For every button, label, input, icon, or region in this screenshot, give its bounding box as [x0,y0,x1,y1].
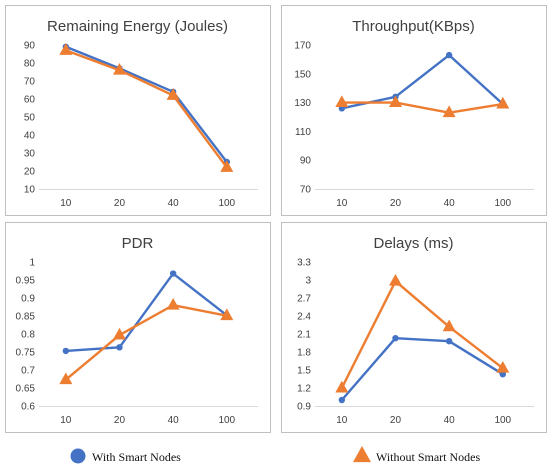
y-tick-label: 0.65 [16,384,36,395]
y-tick-label: 2.7 [297,294,311,305]
data-point-without-smart-nodes [388,95,402,108]
data-point-without-smart-nodes [442,105,456,118]
y-tick-label: 10 [24,185,36,196]
chart-panel-3: PDR 0.6 0.65 0.7 0.75 0.8 0.85 0.9 0.95 1 10 20 40 10… [5,222,271,433]
x-tick-label: 10 [60,415,72,426]
x-tick-label: 10 [60,198,72,209]
y-tick-label: 1.5 [297,366,311,377]
data-point-with-smart-nodes [445,51,453,59]
data-point-with-smart-nodes [62,347,70,355]
y-tick-label: 0.7 [21,366,35,377]
panel-border [5,222,271,433]
data-point-without-smart-nodes [59,372,73,385]
y-tick-label: 70 [300,185,312,196]
data-point-without-smart-nodes [220,160,234,172]
data-point-with-smart-nodes [116,344,123,351]
data-point-with-smart-nodes [338,396,346,404]
data-point-without-smart-nodes [112,62,126,75]
y-tick-label: 1 [29,258,35,269]
chart-panel-2: Throughput(KBps) 70 90 110 130 150 170 10 20 40 10… [281,5,547,216]
y-tick-label: 2.4 [297,312,311,323]
data-point-without-smart-nodes [220,308,234,321]
series-line-without-smart-nodes [64,304,228,381]
y-tick-label: 1.8 [297,348,311,359]
x-tick-label: 20 [390,198,402,209]
series-line-without-smart-nodes [340,101,504,114]
chart-title: PDR [122,235,154,252]
series-line-with-smart-nodes [64,272,228,353]
y-tick-label: 170 [294,41,311,52]
y-tick-label: 0.9 [21,294,35,305]
y-tick-label: 50 [24,113,36,124]
legend-label: With Smart Nodes [92,450,181,464]
series-line-with-smart-nodes [64,45,228,164]
y-tick-label: 70 [24,77,36,88]
legend-label: Without Smart Nodes [376,450,481,464]
x-tick-label: 40 [168,415,180,426]
x-tick-label: 20 [390,415,402,426]
chart-panel-1: Remaining Energy (Joules) 10 20 30 40 50 60 70 8… [5,5,271,216]
data-point-without-smart-nodes [112,327,126,340]
y-tick-label: 3.3 [297,258,311,269]
y-tick-label: 30 [24,149,36,160]
y-tick-label: 0.85 [16,312,36,323]
y-tick-label: 20 [24,167,36,178]
legend: With Smart Nodes Without Smart Nodes [70,445,481,464]
y-tick-label: 0.9 [297,402,311,413]
panel-border [281,222,547,433]
x-tick-label: 100 [494,198,511,209]
panel-border [5,5,271,216]
x-tick-label: 10 [336,415,348,426]
legend-circle-icon [70,448,86,464]
data-point-without-smart-nodes [496,96,510,109]
chart-title: Delays (ms) [373,235,453,252]
x-tick-label: 40 [168,198,180,209]
y-tick-label: 150 [294,69,311,80]
data-point-without-smart-nodes [496,360,510,373]
x-tick-label: 20 [114,198,126,209]
x-tick-label: 100 [218,415,235,426]
y-tick-label: 80 [24,59,36,70]
series-line-without-smart-nodes [64,49,228,169]
legend-triangle-icon [353,445,371,463]
chart-panel-4: Delays (ms) 0.9 1.2 1.5 1.8 2.1 2.4 2.7 3 3.3 10 20… [281,222,547,433]
data-point-without-smart-nodes [166,88,180,100]
data-point-with-smart-nodes [445,338,453,345]
data-point-with-smart-nodes [392,335,399,342]
y-tick-label: 1.2 [297,384,311,395]
y-tick-label: 0.75 [16,348,36,359]
series-line-with-smart-nodes [340,337,504,402]
data-point-without-smart-nodes [335,95,349,108]
y-tick-label: 60 [24,95,36,106]
y-tick-label: 3 [305,276,311,287]
y-tick-label: 0.95 [16,276,36,287]
x-tick-label: 40 [444,198,456,209]
data-point-without-smart-nodes [59,43,73,55]
x-tick-label: 100 [218,198,235,209]
y-tick-label: 110 [295,127,311,138]
y-tick-label: 0.6 [21,402,35,413]
y-tick-label: 2.1 [297,330,311,341]
x-tick-label: 100 [494,415,511,426]
data-point-without-smart-nodes [335,380,349,393]
chart-title: Throughput(KBps) [352,18,475,35]
y-tick-label: 90 [300,156,312,167]
data-point-without-smart-nodes [388,273,402,286]
data-point-without-smart-nodes [166,297,180,310]
panel-border [281,5,547,216]
x-tick-label: 40 [444,415,456,426]
y-tick-label: 130 [294,98,311,109]
data-point-without-smart-nodes [442,319,456,332]
y-tick-label: 0.8 [21,330,35,341]
x-tick-label: 10 [336,198,348,209]
data-point-with-smart-nodes [169,270,177,277]
chart-title: Remaining Energy (Joules) [47,18,228,35]
y-tick-label: 40 [24,131,36,142]
x-tick-label: 20 [114,415,126,426]
y-tick-label: 90 [24,41,36,52]
series-line-without-smart-nodes [340,280,504,390]
